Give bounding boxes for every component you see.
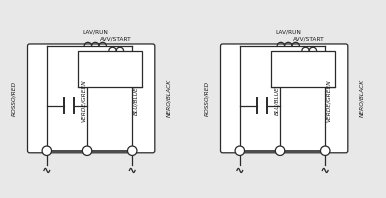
Text: VERDE/GREEN: VERDE/GREEN xyxy=(327,79,332,122)
Circle shape xyxy=(275,146,285,155)
Text: VERDE/GREEN: VERDE/GREEN xyxy=(81,79,86,122)
Text: BLU/BLUE: BLU/BLUE xyxy=(134,86,139,115)
Circle shape xyxy=(42,146,52,155)
Text: NERO/BLACK: NERO/BLACK xyxy=(166,79,171,117)
Bar xyxy=(271,51,335,87)
Text: ROSSO/RED: ROSSO/RED xyxy=(205,81,210,116)
Text: NERO/BLACK: NERO/BLACK xyxy=(359,79,364,117)
Bar xyxy=(78,51,142,87)
FancyBboxPatch shape xyxy=(27,44,155,153)
Text: ROSSO/RED: ROSSO/RED xyxy=(12,81,17,116)
Circle shape xyxy=(127,146,137,155)
Text: BLU/BLUE: BLU/BLUE xyxy=(274,86,279,115)
Circle shape xyxy=(82,146,92,155)
FancyBboxPatch shape xyxy=(220,44,348,153)
Text: AVV/START: AVV/START xyxy=(100,37,132,42)
Circle shape xyxy=(320,146,330,155)
Circle shape xyxy=(235,146,245,155)
Text: LAV/RUN: LAV/RUN xyxy=(275,30,301,34)
Text: LAV/RUN: LAV/RUN xyxy=(82,30,108,34)
Text: AVV/START: AVV/START xyxy=(293,37,325,42)
